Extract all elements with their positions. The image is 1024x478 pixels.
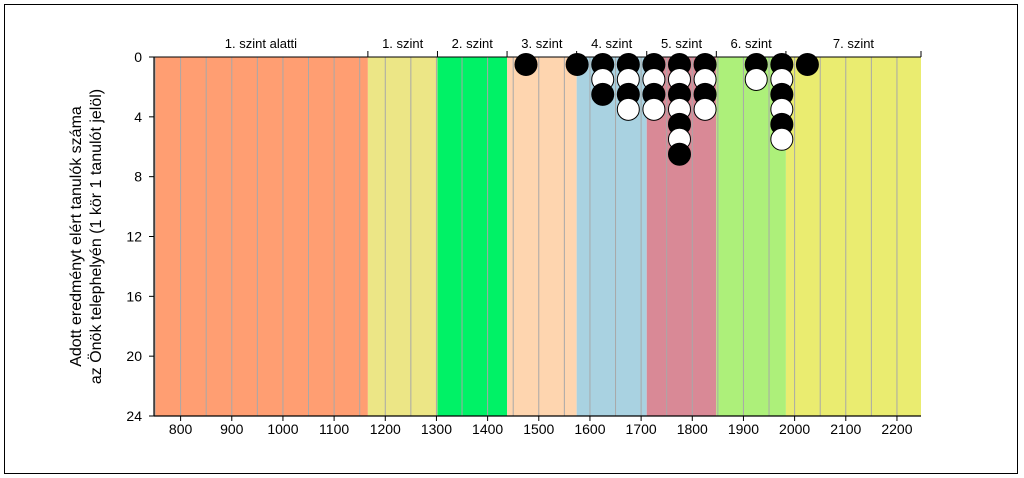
x-tick-label: 1300: [421, 421, 452, 437]
level-band-3: [437, 57, 508, 416]
x-tick-label: 1600: [574, 421, 605, 437]
x-tick-label: 1500: [523, 421, 554, 437]
student-dot-white: [744, 67, 768, 91]
level-label-5: 4. szint: [591, 36, 633, 51]
y-tick-label: 8: [134, 169, 142, 185]
level-label-8: 7. szint: [833, 36, 875, 51]
y-axis-title-line-1: Adott eredményt elért tanulók száma: [68, 106, 85, 367]
y-tick-label: 0: [134, 49, 142, 65]
level-band-2: [367, 57, 438, 416]
level-band-8: [785, 57, 921, 416]
student-dot-black: [667, 142, 691, 166]
student-dot-white: [616, 97, 640, 121]
level-label-6: 5. szint: [661, 36, 703, 51]
x-tick-label: 2100: [830, 421, 861, 437]
y-tick-label: 4: [134, 109, 142, 125]
level-band-1: [154, 57, 368, 416]
x-tick-label: 800: [169, 421, 193, 437]
student-dot-white: [642, 97, 666, 121]
y-tick-label: 12: [126, 229, 142, 245]
level-label-4: 3. szint: [521, 36, 563, 51]
student-dot-white: [693, 97, 717, 121]
x-tick-label: 1100: [319, 421, 349, 437]
x-tick-label: 900: [220, 421, 244, 437]
x-tick-label: 1800: [677, 421, 708, 437]
student-dot-black: [565, 52, 589, 76]
y-tick-label: 20: [126, 348, 142, 364]
x-tick-label: 1700: [626, 421, 657, 437]
level-label-2: 1. szint: [382, 36, 424, 51]
level-label-1: 1. szint alatti: [225, 36, 297, 51]
level-label-7: 6. szint: [731, 36, 773, 51]
student-dot-black: [591, 82, 615, 106]
y-tick-label: 24: [126, 408, 142, 424]
y-axis-title-line-2: az Önök telephelyén (1 kör 1 tanulót jel…: [87, 89, 105, 384]
student-dot-black: [795, 52, 819, 76]
x-tick-label: 1000: [267, 421, 298, 437]
student-dot-white: [770, 127, 794, 151]
x-tick-label: 1900: [728, 421, 759, 437]
level-band-4: [507, 57, 577, 416]
x-tick-label: 2000: [779, 421, 810, 437]
level-label-3: 2. szint: [452, 36, 494, 51]
x-tick-label: 2200: [881, 421, 912, 437]
x-tick-label: 1200: [370, 421, 401, 437]
y-tick-label: 16: [126, 288, 142, 304]
x-tick-label: 1400: [472, 421, 503, 437]
student-dot-black: [514, 52, 538, 76]
